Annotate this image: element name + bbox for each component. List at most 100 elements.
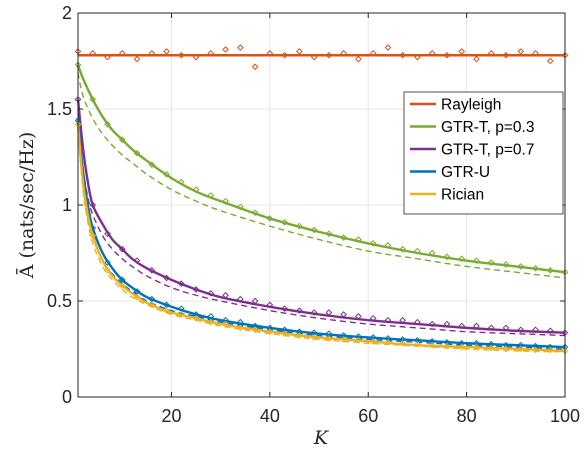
series-marker	[428, 338, 436, 345]
x-tick-label: 20	[161, 406, 181, 426]
axis-ticks: 20 40 60 80 100 0 0.5 1 1.5 2	[47, 3, 580, 426]
series-marker	[251, 326, 259, 334]
y-axis-label: Ā (nats/sec/Hz)	[15, 132, 38, 280]
series-marker	[340, 336, 347, 343]
series-marker	[473, 55, 480, 63]
x-axis-label: K	[313, 427, 330, 449]
series-marker	[118, 50, 126, 57]
series-marker	[325, 309, 333, 316]
x-tick-label: 80	[457, 406, 477, 426]
series-marker	[487, 259, 495, 266]
legend-label: GTR-U	[441, 164, 490, 181]
series-marker	[355, 236, 362, 243]
series-marker	[458, 322, 466, 330]
series-marker	[251, 63, 259, 71]
series-layer	[74, 44, 569, 355]
series-marker	[104, 259, 111, 266]
series-marker	[473, 339, 480, 347]
series-marker	[546, 266, 554, 274]
series-marker	[207, 290, 215, 297]
series-marker	[325, 335, 333, 342]
series-marker	[222, 291, 229, 299]
series-marker	[546, 346, 554, 354]
series-marker	[163, 307, 170, 314]
series-marker	[532, 265, 539, 272]
series-marker	[355, 337, 362, 344]
series-marker	[443, 253, 451, 261]
series-marker	[369, 50, 377, 57]
series-marker	[517, 263, 525, 270]
series-marker	[251, 297, 259, 305]
series-marker	[325, 230, 333, 238]
series-marker	[237, 295, 244, 303]
series-marker	[414, 340, 421, 348]
series-marker	[532, 326, 539, 334]
series-marker	[517, 345, 525, 353]
series-marker	[428, 320, 436, 328]
series-marker	[502, 261, 510, 268]
series-marker	[399, 339, 406, 347]
series-marker	[89, 96, 97, 103]
series-line	[76, 64, 566, 274]
series-marker	[325, 51, 333, 59]
series-marker	[237, 44, 244, 51]
series-marker	[281, 51, 288, 59]
series-marker	[340, 332, 347, 339]
series-marker	[192, 53, 200, 61]
series-marker	[310, 226, 318, 234]
series-marker	[207, 50, 215, 57]
series-marker	[310, 309, 318, 316]
series-marker	[487, 50, 495, 57]
y-tick-label: 1	[62, 195, 72, 215]
series-marker	[163, 170, 170, 178]
series-marker	[458, 48, 466, 55]
series-marker	[355, 333, 362, 340]
series-marker	[399, 51, 406, 59]
series-marker	[310, 53, 318, 61]
series-marker	[487, 324, 495, 332]
series-marker	[281, 305, 288, 312]
series-marker	[192, 311, 200, 318]
series-marker	[414, 53, 421, 61]
series-marker	[163, 48, 170, 55]
series-approx-line	[77, 72, 566, 279]
series-marker	[473, 343, 480, 351]
series-marker	[355, 313, 362, 320]
series-marker	[133, 149, 141, 157]
series-marker	[340, 311, 347, 318]
series-marker	[399, 316, 406, 324]
series-marker	[266, 324, 274, 332]
series-marker	[546, 57, 554, 65]
series-marker	[177, 280, 185, 288]
legend-label: Rayleigh	[441, 97, 501, 114]
series-marker	[428, 341, 436, 349]
series-marker	[384, 242, 392, 249]
series-marker	[399, 245, 406, 253]
series-marker	[118, 136, 126, 144]
series-marker	[443, 342, 451, 350]
series-marker	[133, 257, 141, 264]
series-marker	[428, 50, 436, 57]
series-marker	[502, 345, 510, 353]
series-marker	[384, 335, 392, 342]
series-marker	[118, 245, 126, 253]
series-marker	[222, 320, 229, 328]
series-marker	[192, 314, 200, 322]
series-marker	[133, 293, 141, 301]
series-marker	[281, 218, 288, 226]
series-marker	[369, 334, 377, 341]
series-marker	[502, 324, 510, 332]
series-marker	[384, 338, 392, 346]
series-marker	[104, 121, 111, 128]
series-marker	[192, 286, 200, 293]
y-tick-label: 0.5	[47, 291, 72, 311]
series-marker	[428, 249, 436, 257]
series-marker	[237, 203, 244, 211]
series-marker	[118, 282, 126, 289]
series-rayleigh	[74, 44, 569, 71]
series-marker	[163, 274, 170, 282]
series-marker	[296, 48, 303, 55]
series-marker	[207, 192, 215, 199]
series-marker	[266, 215, 274, 222]
